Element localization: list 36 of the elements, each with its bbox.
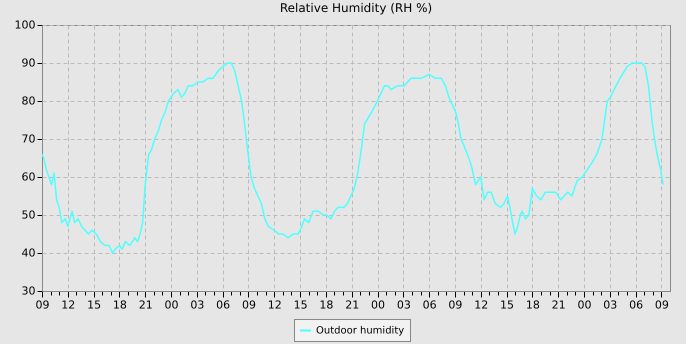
chart-title: Relative Humidity (RH %) (280, 1, 432, 15)
y-tick-label: 60 (22, 170, 36, 184)
y-tick-label: 40 (22, 246, 36, 260)
x-tick-label: 03 (603, 298, 618, 312)
x-tick-label: 06 (422, 298, 437, 312)
x-tick-label: 15 (87, 298, 102, 312)
x-tick-label: 03 (190, 298, 204, 312)
x-tick-label: 00 (371, 298, 386, 312)
y-tick-label: 80 (22, 94, 36, 108)
x-tick-label: 00 (577, 298, 592, 312)
x-tick-label: 18 (526, 298, 540, 312)
line-series (41, 62, 664, 254)
x-tick-label: 21 (345, 298, 360, 312)
x-tick-label: 09 (242, 298, 256, 312)
x-tick-label: 21 (138, 298, 153, 312)
x-tick-label: 00 (164, 298, 179, 312)
x-tick-label: 03 (396, 298, 411, 312)
x-tick-label: 12 (474, 298, 488, 312)
y-tick-label: 50 (22, 208, 36, 222)
x-tick-label: 06 (629, 298, 644, 312)
legend-label: Outdoor humidity (316, 326, 404, 336)
x-tick-label: 18 (319, 298, 334, 312)
y-tick-label: 100 (14, 18, 36, 32)
y-tick-label: 30 (22, 284, 36, 298)
x-tick-label: 09 (36, 298, 50, 312)
x-tick-label: 06 (216, 298, 230, 312)
x-tick-label: 21 (552, 298, 566, 312)
x-tick-label: 09 (448, 298, 462, 312)
x-tick-label: 15 (294, 298, 308, 312)
x-tick-label: 09 (654, 298, 669, 312)
x-tick-label: 12 (268, 298, 282, 312)
x-tick-label: 18 (112, 298, 127, 312)
x-tick-label: 15 (500, 298, 514, 312)
y-tick-label: 90 (22, 56, 36, 70)
x-tick-label: 12 (61, 298, 76, 312)
y-tick-label: 70 (22, 132, 36, 146)
